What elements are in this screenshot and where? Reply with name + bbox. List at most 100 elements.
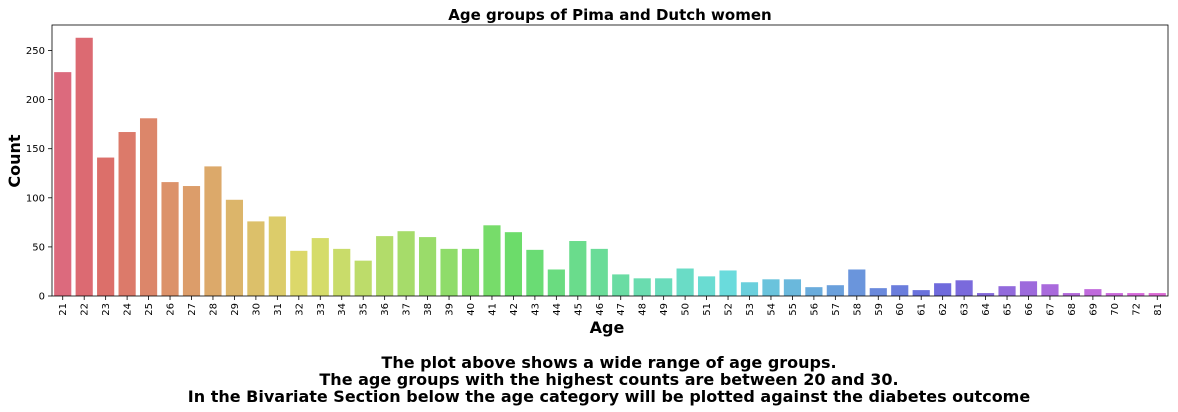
x-tick-label: 30 — [251, 303, 262, 316]
bar-72 — [1127, 293, 1145, 296]
bar-57 — [826, 285, 844, 296]
caption: The plot above shows a wide range of age… — [0, 354, 1178, 405]
y-tick-label: 200 — [26, 95, 45, 106]
bar-59 — [869, 288, 887, 296]
bar-25 — [139, 118, 158, 296]
x-tick-label: 26 — [166, 303, 177, 316]
bar-53 — [740, 282, 759, 296]
x-tick-label: 48 — [638, 303, 649, 316]
x-tick-label: 32 — [294, 303, 305, 316]
x-tick-label: 22 — [80, 303, 91, 316]
x-tick-label: 53 — [745, 303, 756, 316]
x-tick-label: 66 — [1024, 303, 1035, 316]
x-tick-label: 51 — [702, 303, 713, 316]
bar-29 — [225, 199, 244, 296]
bar-37 — [397, 231, 415, 296]
bar-39 — [440, 248, 458, 296]
bar-31 — [268, 216, 286, 296]
x-tick-label: 64 — [981, 303, 992, 316]
bar-81 — [1148, 293, 1166, 296]
bar-65 — [998, 286, 1016, 296]
x-tick-label: 54 — [766, 303, 777, 316]
x-tick-label: 28 — [208, 303, 219, 316]
bar-23 — [97, 157, 115, 296]
x-tick-label: 55 — [788, 303, 799, 316]
bar-22 — [75, 37, 93, 296]
x-tick-label: 25 — [144, 303, 155, 316]
bar-51 — [697, 276, 716, 296]
x-tick-label: 56 — [809, 303, 820, 316]
x-tick-label: 36 — [380, 303, 391, 316]
y-tick-label: 100 — [26, 193, 45, 204]
x-tick-label: 39 — [445, 303, 456, 316]
bar-27 — [182, 186, 201, 296]
bar-44 — [547, 269, 565, 296]
bar-28 — [204, 166, 222, 296]
x-tick-label: 45 — [573, 303, 584, 316]
bar-54 — [762, 279, 780, 296]
chart-title: Age groups of Pima and Dutch women — [448, 6, 771, 24]
bar-58 — [848, 269, 866, 296]
x-tick-label: 35 — [359, 303, 370, 316]
bar-62 — [934, 283, 952, 296]
bar-47 — [612, 274, 630, 296]
x-tick-label: 34 — [337, 303, 348, 316]
x-tick-label: 44 — [552, 303, 563, 316]
y-tick-label: 250 — [26, 46, 45, 57]
bar-21 — [54, 72, 72, 296]
bar-40 — [461, 248, 480, 296]
x-tick-label: 68 — [1067, 303, 1078, 316]
bar-61 — [912, 290, 930, 296]
x-tick-label: 57 — [831, 303, 842, 316]
bar-60 — [891, 285, 909, 296]
bar-24 — [118, 132, 136, 296]
x-tick-label: 33 — [316, 303, 327, 316]
bar-chart: Age groups of Pima and Dutch women Count… — [5, 6, 1169, 337]
x-tick-label: 70 — [1110, 303, 1121, 316]
x-tick-label: 42 — [509, 303, 520, 316]
bar-46 — [590, 248, 608, 296]
x-tick-label: 41 — [487, 303, 498, 316]
bar-48 — [633, 278, 651, 296]
caption-line-3: In the Bivariate Section below the age c… — [187, 387, 1031, 406]
x-tick-label: 61 — [917, 303, 928, 316]
x-tick-label: 81 — [1153, 303, 1164, 316]
caption-line-1: The plot above shows a wide range of age… — [381, 353, 837, 372]
x-tick-label: 52 — [724, 303, 735, 316]
bar-30 — [247, 221, 265, 296]
bar-69 — [1084, 289, 1102, 296]
x-tick-label: 63 — [960, 303, 971, 316]
x-tick-label: 21 — [58, 303, 69, 316]
x-tick-label: 72 — [1131, 303, 1142, 316]
x-tick-label: 23 — [101, 303, 112, 316]
caption-line-2: The age groups with the highest counts a… — [319, 370, 899, 389]
x-tick-label: 43 — [530, 303, 541, 316]
x-tick-label: 60 — [895, 303, 906, 316]
x-tick-label: 59 — [874, 303, 885, 316]
bar-34 — [333, 248, 351, 296]
x-tick-label: 69 — [1088, 303, 1099, 316]
bar-33 — [311, 238, 329, 296]
x-tick-label: 67 — [1045, 303, 1056, 316]
plot-frame — [51, 24, 1169, 297]
bar-66 — [1019, 281, 1038, 296]
bar-64 — [976, 293, 995, 296]
bar-63 — [955, 280, 973, 296]
bar-68 — [1062, 293, 1081, 296]
x-tick-label: 27 — [187, 303, 198, 316]
bar-70 — [1105, 293, 1123, 296]
bar-43 — [526, 249, 544, 296]
x-tick-label: 50 — [681, 303, 692, 316]
x-tick-label: 37 — [402, 303, 413, 316]
bar-55 — [783, 279, 802, 296]
bar-67 — [1041, 284, 1059, 296]
x-tick-label: 29 — [230, 303, 241, 316]
x-tick-label: 58 — [852, 303, 863, 316]
bar-41 — [483, 225, 501, 296]
x-tick-label: 62 — [938, 303, 949, 316]
bar-42 — [504, 232, 523, 296]
x-tick-label: 38 — [423, 303, 434, 316]
bar-49 — [655, 278, 673, 296]
bar-36 — [376, 236, 394, 296]
x-tick-label: 46 — [595, 303, 606, 316]
